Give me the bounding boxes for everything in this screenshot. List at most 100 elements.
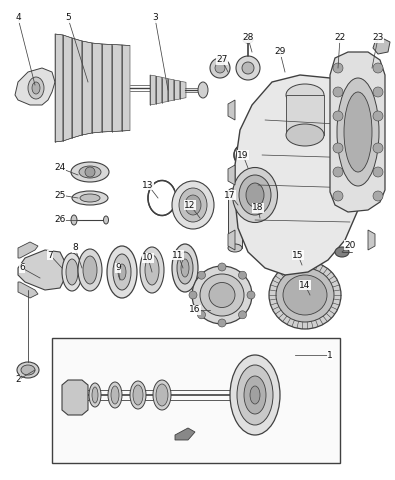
Polygon shape <box>368 100 375 120</box>
Ellipse shape <box>254 194 267 202</box>
Ellipse shape <box>113 254 131 290</box>
Ellipse shape <box>181 259 189 277</box>
Ellipse shape <box>71 215 77 225</box>
Ellipse shape <box>80 194 100 202</box>
Polygon shape <box>55 34 63 142</box>
Ellipse shape <box>172 181 214 229</box>
Polygon shape <box>92 43 102 133</box>
Text: 25: 25 <box>55 191 66 200</box>
Text: 6: 6 <box>19 264 25 273</box>
Ellipse shape <box>239 175 271 215</box>
Circle shape <box>218 319 226 327</box>
Polygon shape <box>62 380 88 415</box>
Polygon shape <box>298 248 314 260</box>
Polygon shape <box>330 52 385 212</box>
Circle shape <box>218 263 226 271</box>
Polygon shape <box>174 80 180 100</box>
Circle shape <box>373 167 383 177</box>
Polygon shape <box>18 282 38 298</box>
Ellipse shape <box>103 216 109 224</box>
Polygon shape <box>286 95 324 135</box>
Circle shape <box>189 291 197 299</box>
Ellipse shape <box>200 274 244 316</box>
Ellipse shape <box>79 166 101 178</box>
Ellipse shape <box>156 384 168 406</box>
Text: 7: 7 <box>47 251 53 260</box>
Ellipse shape <box>209 283 235 308</box>
Ellipse shape <box>62 253 82 291</box>
Polygon shape <box>162 77 168 103</box>
Ellipse shape <box>269 261 341 329</box>
Ellipse shape <box>153 380 171 410</box>
Bar <box>52 338 340 463</box>
Ellipse shape <box>337 78 379 186</box>
Text: 12: 12 <box>184 201 196 209</box>
Ellipse shape <box>133 385 143 405</box>
Circle shape <box>333 111 343 121</box>
Ellipse shape <box>185 195 201 215</box>
Circle shape <box>373 87 383 97</box>
Polygon shape <box>175 428 195 440</box>
Circle shape <box>239 311 246 319</box>
Polygon shape <box>18 242 38 258</box>
Circle shape <box>373 143 383 153</box>
Text: 5: 5 <box>65 13 71 23</box>
Ellipse shape <box>118 264 126 280</box>
Circle shape <box>333 143 343 153</box>
Text: 16: 16 <box>189 305 201 314</box>
Text: 3: 3 <box>152 13 158 23</box>
Ellipse shape <box>335 247 349 257</box>
Ellipse shape <box>230 355 280 435</box>
Circle shape <box>333 167 343 177</box>
Text: 1: 1 <box>327 350 333 360</box>
Ellipse shape <box>254 244 267 252</box>
Ellipse shape <box>17 362 39 378</box>
Text: 15: 15 <box>292 251 304 260</box>
Polygon shape <box>63 35 72 141</box>
Ellipse shape <box>89 383 101 407</box>
Circle shape <box>373 191 383 201</box>
Circle shape <box>373 111 383 121</box>
Ellipse shape <box>108 382 122 408</box>
Polygon shape <box>235 75 372 275</box>
Ellipse shape <box>140 247 164 293</box>
Polygon shape <box>18 250 65 290</box>
Polygon shape <box>368 165 375 185</box>
Ellipse shape <box>246 183 264 207</box>
Circle shape <box>85 167 95 177</box>
Polygon shape <box>228 100 235 120</box>
Text: 23: 23 <box>372 34 384 43</box>
Text: 17: 17 <box>224 191 236 200</box>
Polygon shape <box>368 230 375 250</box>
Ellipse shape <box>111 386 119 404</box>
Ellipse shape <box>250 386 260 404</box>
Circle shape <box>210 58 230 78</box>
Polygon shape <box>373 38 390 54</box>
Circle shape <box>333 63 343 73</box>
Circle shape <box>333 191 343 201</box>
Polygon shape <box>228 165 235 185</box>
Text: 8: 8 <box>72 243 78 252</box>
Ellipse shape <box>228 244 242 252</box>
Polygon shape <box>112 45 122 132</box>
Text: 22: 22 <box>335 34 346 43</box>
Ellipse shape <box>92 387 98 403</box>
Ellipse shape <box>344 92 372 172</box>
Ellipse shape <box>192 266 252 324</box>
Ellipse shape <box>21 365 35 375</box>
Ellipse shape <box>276 268 334 322</box>
Text: 18: 18 <box>252 204 264 213</box>
Ellipse shape <box>283 275 327 315</box>
Text: 19: 19 <box>237 151 249 159</box>
Ellipse shape <box>177 252 193 284</box>
Ellipse shape <box>228 188 242 196</box>
Polygon shape <box>228 192 242 248</box>
Circle shape <box>333 87 343 97</box>
Ellipse shape <box>237 365 273 425</box>
Ellipse shape <box>28 77 44 99</box>
Ellipse shape <box>286 84 324 106</box>
Text: 10: 10 <box>142 253 154 263</box>
Ellipse shape <box>130 381 146 409</box>
Text: 4: 4 <box>15 13 21 23</box>
Circle shape <box>236 56 260 80</box>
